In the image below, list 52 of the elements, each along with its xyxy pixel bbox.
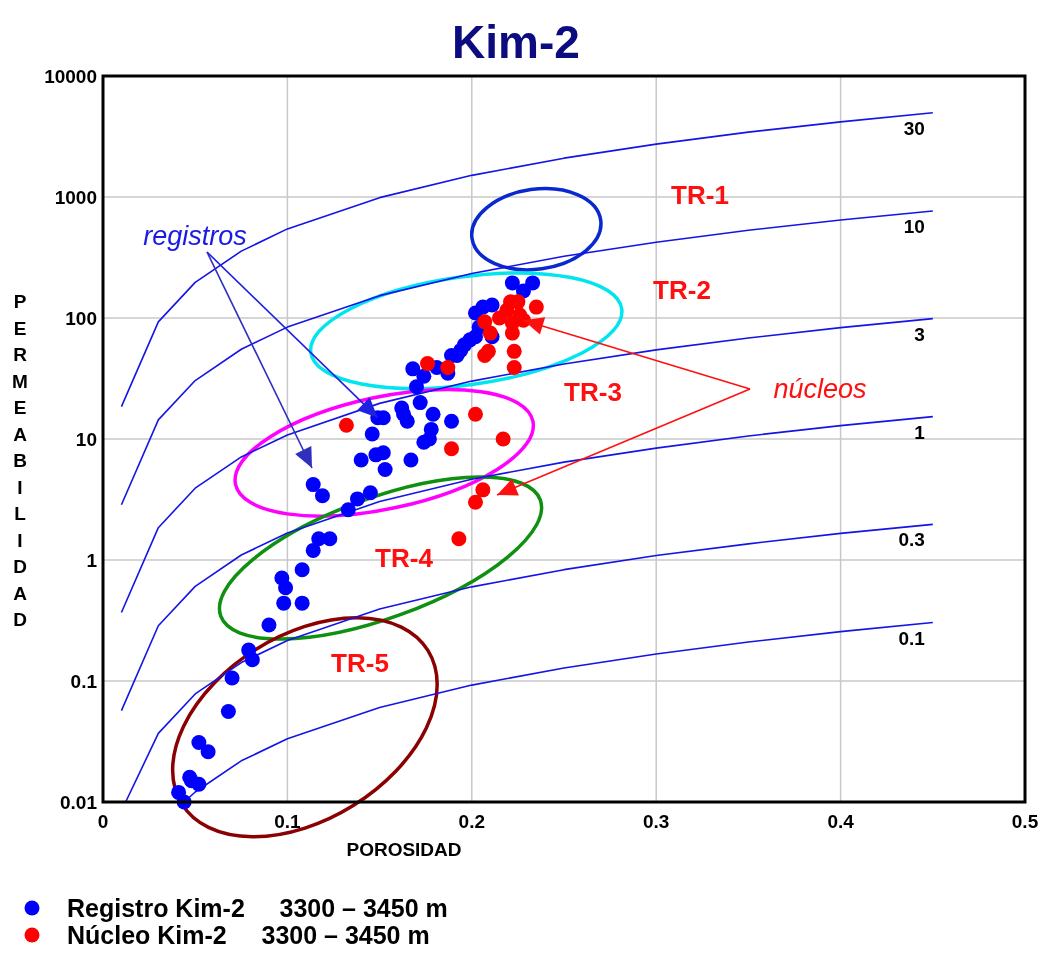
x-axis-title: POROSIDAD — [346, 839, 462, 860]
x-tick-label: 0.3 — [642, 811, 670, 832]
point — [467, 494, 483, 510]
point — [475, 482, 491, 498]
annotation: registros — [143, 221, 247, 251]
y-tick-label: 0.01 — [60, 792, 98, 813]
line-series — [124, 523, 934, 803]
line-series — [120, 111, 934, 408]
point — [495, 431, 511, 447]
point — [491, 310, 507, 326]
series-label: 0.1 — [898, 627, 926, 649]
y-tick-label: 0.1 — [70, 671, 98, 692]
x-tick-label: 0 — [97, 811, 109, 832]
series-label: 3 — [914, 323, 925, 345]
line-series — [120, 317, 934, 614]
legend-label: Núcleo Kim-2 3300 – 3450 m — [67, 921, 430, 949]
y-tick-label: 10000 — [44, 66, 97, 87]
series-label: 10 — [903, 215, 925, 237]
chart-title: Kim-2 — [452, 16, 580, 68]
point — [506, 343, 522, 359]
x-tick-label: 0.1 — [274, 811, 302, 832]
point — [506, 359, 522, 375]
legend-label: Registro Kim-2 3300 – 3450 m — [67, 894, 448, 922]
y-tick-label: 1000 — [54, 187, 97, 208]
point — [338, 417, 354, 433]
x-tick-label: 0.4 — [827, 811, 855, 832]
y-tick-label: 100 — [65, 308, 97, 329]
point — [480, 343, 496, 359]
line-series — [120, 210, 934, 506]
point — [440, 359, 456, 375]
point — [482, 325, 498, 341]
point — [444, 441, 460, 457]
annotation: TR-2 — [653, 275, 711, 305]
y-tick-label: 10 — [75, 429, 97, 450]
series-label: 0.3 — [898, 529, 925, 551]
annotation: núcleos — [773, 374, 867, 404]
point — [467, 406, 483, 422]
point — [528, 299, 544, 315]
series-label: 1 — [914, 421, 926, 443]
series-label: 30 — [903, 117, 925, 139]
point — [420, 356, 436, 372]
y-tick-label: 1 — [86, 550, 98, 571]
line-series — [120, 415, 934, 712]
point — [451, 531, 467, 547]
annotation: TR-5 — [331, 648, 389, 678]
x-tick-label: 0.5 — [1011, 811, 1039, 832]
text: PERMEABILIDAD — [12, 291, 28, 630]
annotation: TR-1 — [671, 180, 729, 210]
annotation: TR-4 — [375, 543, 434, 573]
point — [477, 314, 493, 330]
x-tick-label: 0.2 — [458, 811, 486, 832]
annotation: TR-3 — [564, 377, 622, 407]
